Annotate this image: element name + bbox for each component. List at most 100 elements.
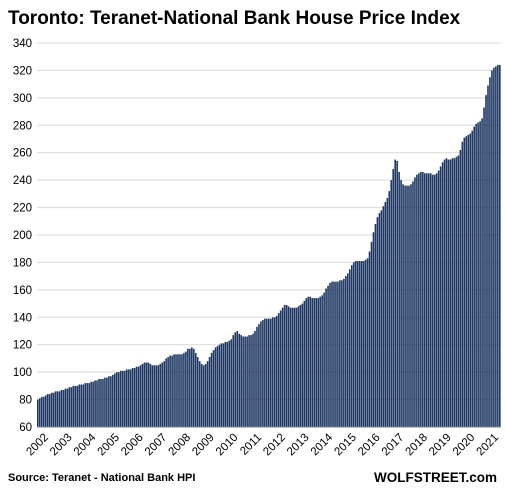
y-tick-label: 160 (13, 285, 32, 297)
bar (137, 366, 140, 427)
bar (161, 362, 164, 427)
bar (248, 335, 250, 427)
bar (167, 357, 169, 427)
bar (46, 394, 49, 427)
bar (70, 387, 73, 427)
bar (40, 396, 43, 427)
bar (104, 377, 106, 427)
x-tick-label: 2011 (238, 432, 264, 458)
bar (50, 392, 53, 427)
bar (242, 336, 244, 427)
bar (489, 77, 491, 427)
bar (171, 355, 173, 427)
bar (268, 318, 270, 427)
source-note: Source: Teranet - National Bank HPI (8, 472, 195, 484)
bar (218, 344, 221, 427)
bar (398, 171, 400, 427)
bar (256, 326, 258, 427)
bar (352, 262, 355, 427)
bar (90, 381, 92, 427)
bar (333, 281, 335, 427)
bar (165, 358, 167, 427)
bar (447, 159, 450, 427)
bar (210, 352, 213, 427)
bar (467, 134, 470, 427)
bar (56, 391, 59, 427)
x-tick-label: 2020 (451, 432, 478, 459)
bar (38, 398, 41, 427)
bar (453, 158, 456, 427)
bar (408, 185, 410, 427)
bar (362, 261, 365, 427)
x-tick-label: 2010 (214, 432, 241, 459)
bar (485, 95, 487, 428)
bar (153, 365, 156, 427)
gridlines (37, 42, 501, 401)
bar (392, 169, 395, 428)
bar (169, 355, 171, 427)
bar (198, 361, 201, 427)
bar (443, 159, 446, 427)
bar (68, 387, 71, 427)
x-tick-label: 2003 (48, 432, 75, 459)
x-tick-label: 2018 (403, 432, 430, 459)
bar (289, 307, 292, 427)
bar (250, 335, 252, 427)
bar (84, 383, 87, 427)
y-tick-label: 240 (13, 175, 32, 187)
bar (208, 357, 211, 427)
y-tick-label: 120 (13, 340, 32, 352)
bar (220, 343, 223, 427)
bar (345, 276, 347, 427)
bar (200, 363, 203, 427)
bar (404, 185, 406, 427)
bar (271, 317, 274, 427)
bar (475, 123, 477, 427)
bar (376, 217, 379, 427)
bar (80, 384, 83, 427)
bar (106, 377, 108, 427)
bar (285, 304, 288, 427)
bar (269, 318, 272, 427)
bar (433, 174, 436, 427)
bar (226, 341, 229, 427)
bar (354, 261, 357, 427)
bar (108, 376, 110, 427)
brand-label: WOLFSTREET.com (374, 470, 497, 485)
bar (82, 384, 85, 427)
bar (420, 171, 422, 427)
x-tick-label: 2021 (475, 432, 502, 459)
y-tick-label: 300 (13, 93, 32, 105)
bar (319, 296, 321, 427)
x-tick-label: 2005 (95, 432, 122, 459)
bar (143, 362, 146, 427)
bar (473, 126, 475, 427)
bar (244, 336, 246, 427)
bar (185, 351, 187, 427)
bar (418, 173, 420, 427)
bar (374, 224, 377, 427)
bar (295, 307, 298, 427)
bar (400, 180, 402, 427)
x-tick-label: 2014 (309, 431, 336, 458)
bar (102, 379, 104, 427)
bar (115, 372, 118, 427)
bar (202, 365, 205, 427)
chart-title: Toronto: Teranet-National Bank House Pri… (8, 8, 461, 29)
bar (214, 347, 217, 427)
bar (246, 336, 248, 427)
bar (54, 391, 57, 427)
bar (463, 137, 466, 427)
bar (396, 160, 398, 427)
bar (341, 280, 343, 427)
bar (177, 354, 179, 427)
x-tick-label: 2015 (332, 432, 359, 459)
bar (356, 261, 359, 427)
y-tick-label: 100 (13, 367, 32, 379)
bar (309, 296, 312, 427)
bar (204, 363, 207, 427)
bar (372, 232, 375, 427)
bar (339, 280, 341, 427)
bar (88, 383, 90, 427)
